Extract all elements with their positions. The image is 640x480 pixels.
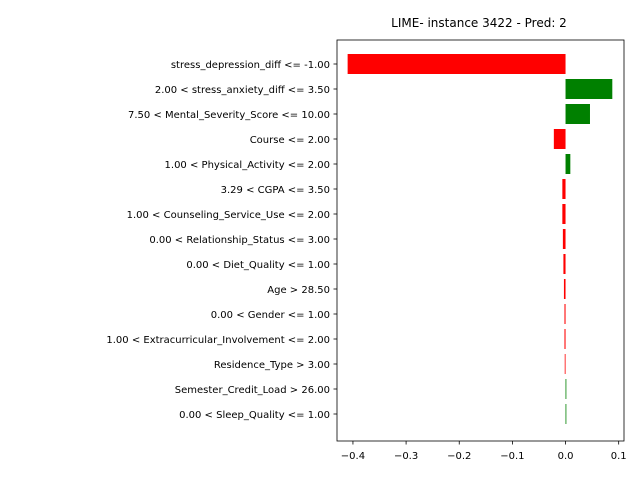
bar	[562, 204, 566, 224]
bar	[565, 154, 571, 174]
bar	[564, 329, 566, 349]
y-tick-labels: stress_depression_diff <= -1.00 2.00 < st…	[106, 60, 337, 421]
y-tick-label: 1.00 < Extracurricular_Involvement <= 2.…	[106, 335, 330, 346]
x-tick-label: −0.1	[500, 451, 524, 462]
y-tick-label: 0.00 < Relationship_Status <= 3.00	[149, 235, 330, 246]
x-tick-label: −0.2	[447, 451, 471, 462]
bar	[563, 279, 566, 299]
x-tick-label: −0.4	[341, 451, 365, 462]
x-ticks: −0.4 −0.3 −0.2 −0.1 0.0 0.1	[341, 441, 627, 462]
y-tick-label: 1.00 < Counseling_Service_Use <= 2.00	[127, 210, 330, 221]
bar	[563, 254, 566, 274]
chart-title: LIME- instance 3422 - Pred: 2	[391, 16, 567, 30]
bar	[347, 54, 566, 74]
x-tick-label: 0.0	[558, 451, 574, 462]
bar	[553, 129, 566, 149]
bar	[565, 104, 590, 124]
y-tick-label: Age > 28.50	[267, 285, 330, 296]
y-tick-label: 2.00 < stress_anxiety_diff <= 3.50	[155, 85, 330, 96]
y-tick-label: Residence_Type > 3.00	[214, 360, 330, 371]
y-tick-label: Course <= 2.00	[250, 135, 330, 146]
bars-group	[347, 54, 613, 424]
y-tick-label: stress_depression_diff <= -1.00	[171, 60, 330, 71]
bar	[565, 379, 567, 399]
y-tick-label: Semester_Credit_Load > 26.00	[175, 385, 330, 396]
y-tick-label: 1.00 < Physical_Activity <= 2.00	[165, 160, 330, 171]
x-tick-label: 0.1	[611, 451, 627, 462]
bar	[564, 304, 566, 324]
bar	[565, 404, 567, 424]
y-tick-label: 7.50 < Mental_Severity_Score <= 10.00	[128, 110, 330, 121]
x-tick-label: −0.3	[394, 451, 418, 462]
bar	[565, 79, 613, 99]
bar	[564, 354, 566, 374]
bar	[562, 179, 566, 199]
y-tick-label: 0.00 < Diet_Quality <= 1.00	[186, 260, 330, 271]
bar	[562, 229, 566, 249]
plot-frame	[336, 39, 625, 442]
y-tick-label: 0.00 < Sleep_Quality <= 1.00	[179, 410, 330, 421]
y-tick-label: 0.00 < Gender <= 1.00	[211, 310, 330, 321]
y-tick-label: 3.29 < CGPA <= 3.50	[221, 185, 330, 196]
